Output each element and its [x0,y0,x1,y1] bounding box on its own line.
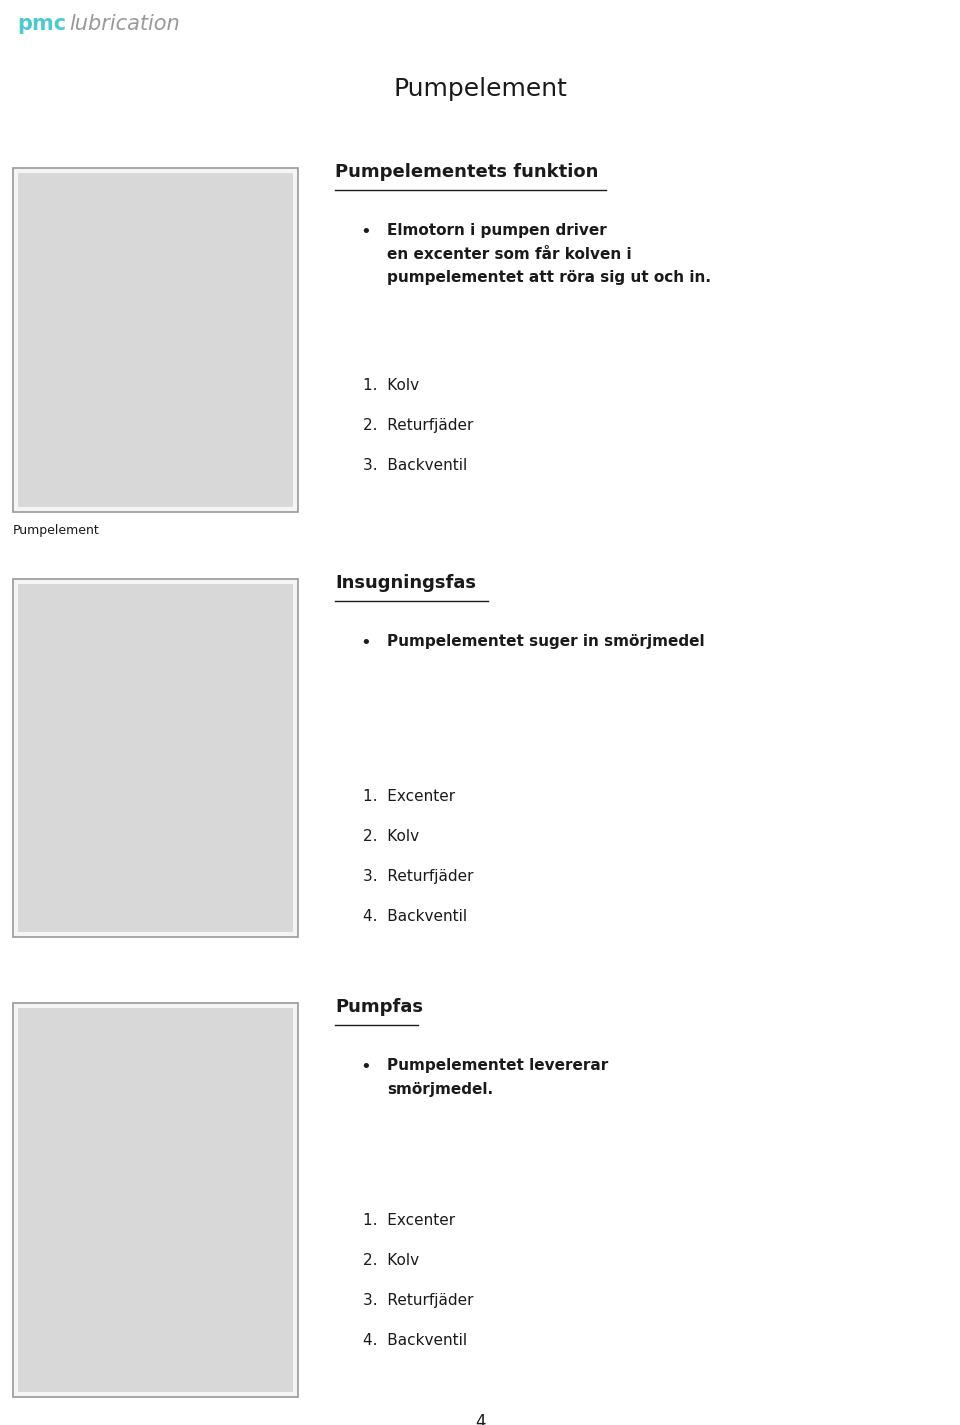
Text: lubrication: lubrication [69,14,180,34]
Text: Pumpelementets funktion: Pumpelementets funktion [335,164,598,181]
Text: 1.  Excenter: 1. Excenter [363,789,455,804]
Text: Pumpelement: Pumpelement [393,77,567,101]
Bar [13,579,298,938]
Text: Pumpelementet levererar
smörjmedel.: Pumpelementet levererar smörjmedel. [387,1059,609,1097]
Text: 3.  Returfjäder: 3. Returfjäder [363,1294,473,1308]
Text: •: • [360,634,371,651]
Text: 2.  Kolv: 2. Kolv [363,829,420,844]
Text: pmc: pmc [17,14,66,34]
Text: Pumpelementet suger in smörjmedel: Pumpelementet suger in smörjmedel [387,634,705,648]
Bar [18,584,293,932]
Text: 2.  Kolv: 2. Kolv [363,1254,420,1268]
Text: 4.  Backventil: 4. Backventil [363,909,468,923]
Bar [13,1003,298,1398]
Text: 4: 4 [475,1414,485,1425]
Text: 1.  Kolv: 1. Kolv [363,379,420,393]
Text: •: • [360,224,371,241]
Text: 3.  Backventil: 3. Backventil [363,459,468,473]
Text: Elmotorn i pumpen driver
en excenter som får kolven i
pumpelementet att röra sig: Elmotorn i pumpen driver en excenter som… [387,224,711,285]
Text: •: • [360,1059,371,1076]
Text: Pumpfas: Pumpfas [335,999,423,1016]
Text: 4.  Backventil: 4. Backventil [363,1334,468,1348]
Text: 3.  Returfjäder: 3. Returfjäder [363,869,473,884]
Bar [18,1009,293,1392]
Bar [18,174,293,507]
Text: 2.  Returfjäder: 2. Returfjäder [363,419,473,433]
Text: 1.  Excenter: 1. Excenter [363,1214,455,1228]
Text: Insugningsfas: Insugningsfas [335,574,476,591]
Text: Pumpelement: Pumpelement [13,524,100,537]
Bar [13,168,298,513]
